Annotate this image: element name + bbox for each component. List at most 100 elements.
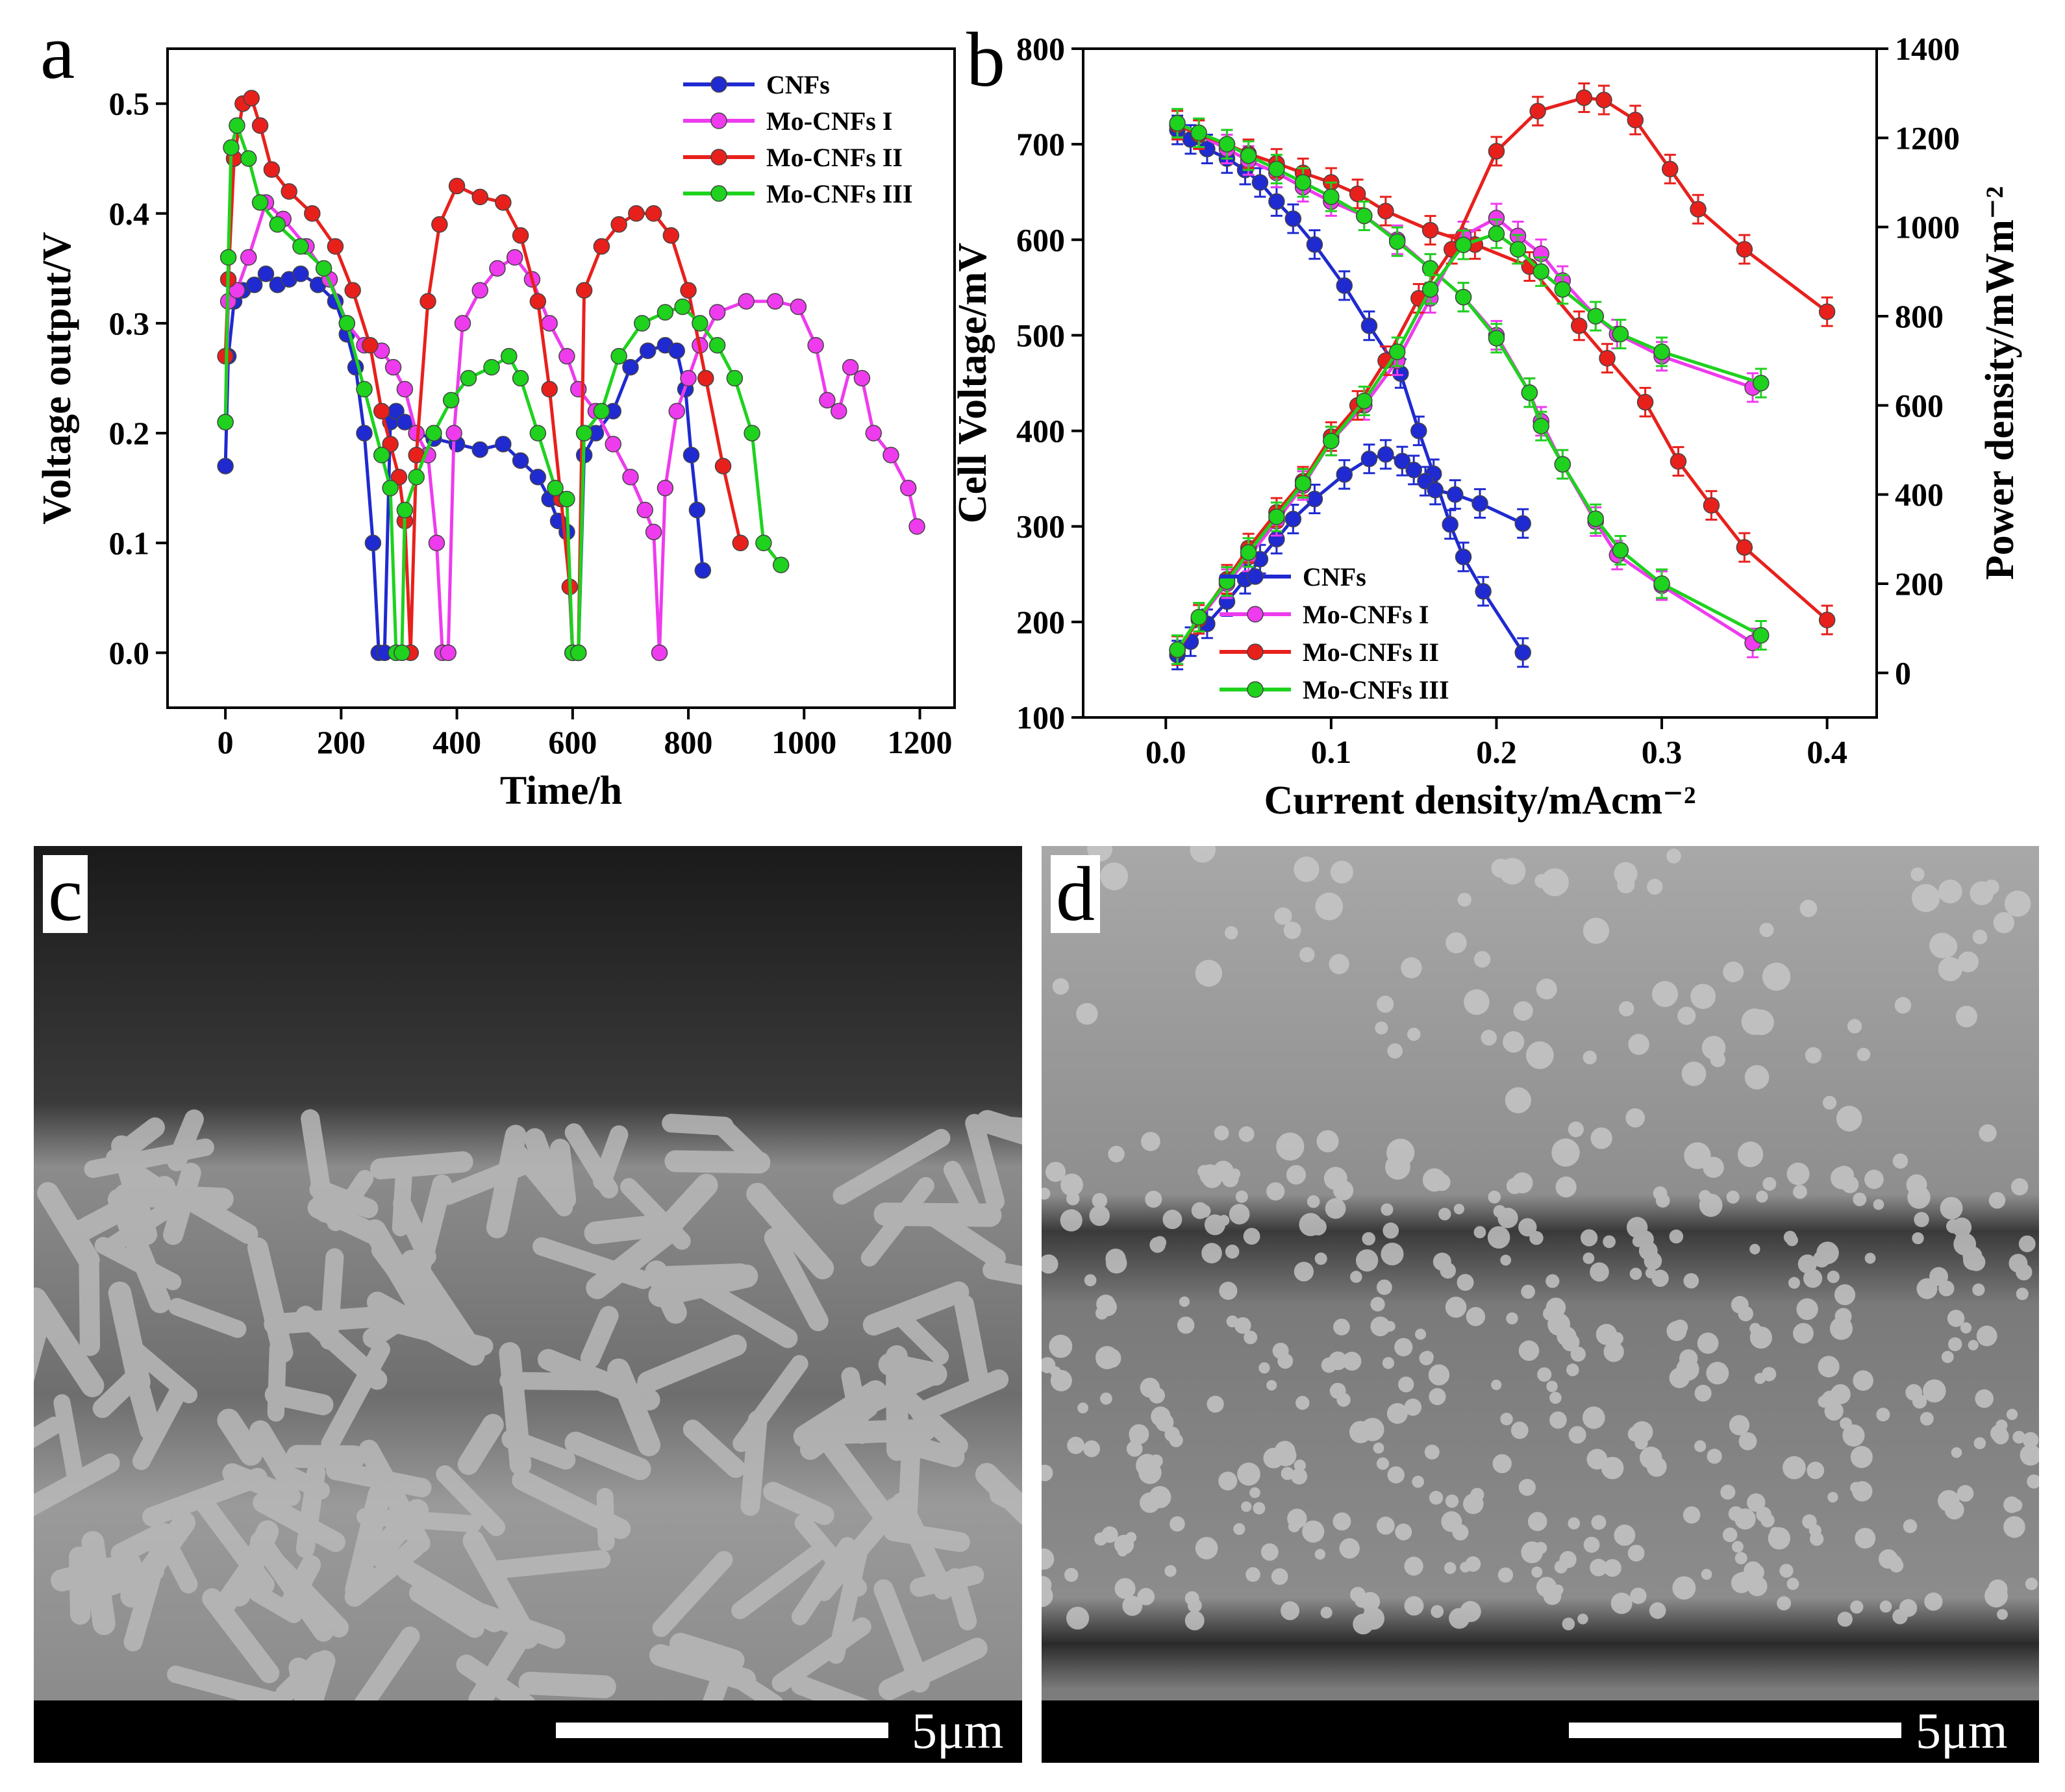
particle: [1737, 1141, 1764, 1167]
bacterium: [814, 1497, 905, 1602]
particle: [1810, 1532, 1824, 1546]
data-point: [558, 347, 575, 365]
legend-item-mo-cnfs-i: Mo-CNFs I: [1220, 600, 1429, 629]
particle: [1212, 1160, 1234, 1182]
data-point: [382, 479, 399, 497]
particle: [1534, 874, 1549, 888]
particle: [1603, 1559, 1621, 1577]
particle: [1049, 1334, 1073, 1358]
legend-marker: [1247, 643, 1264, 660]
particle: [1842, 1424, 1865, 1447]
legend-marker: [1247, 681, 1264, 698]
legend-marker: [710, 112, 727, 129]
scale-bar-d: [1569, 1723, 1901, 1738]
x-tick-label: 0.2: [1476, 734, 1517, 770]
particle: [1546, 1274, 1560, 1288]
particle: [1307, 1195, 1320, 1208]
bacterium: [79, 1255, 101, 1356]
data-point: [217, 414, 234, 430]
bacterium: [53, 1394, 85, 1492]
particle: [1694, 1440, 1707, 1452]
bacterium: [309, 1179, 379, 1219]
y-right-axis-title: Power density/mWm⁻²: [1978, 186, 2022, 580]
bacterium: [110, 1524, 168, 1564]
data-point: [460, 369, 477, 387]
particle: [1655, 1193, 1670, 1208]
particle: [1224, 926, 1238, 940]
y-tick-label: 0.4: [109, 195, 150, 232]
particle: [1734, 1552, 1747, 1565]
particle: [1195, 1537, 1218, 1560]
data-point: [628, 205, 645, 222]
particle: [1179, 1296, 1190, 1307]
particle: [1777, 1596, 1792, 1611]
data-point: [373, 447, 390, 464]
data-point: [639, 342, 657, 359]
data-point: [569, 644, 587, 662]
particle: [1850, 1446, 1873, 1469]
data-point: [471, 188, 488, 206]
particle: [1401, 957, 1422, 978]
bacterium: [286, 1445, 366, 1469]
particle: [1195, 960, 1223, 987]
series-mo-cnfs-ii: [217, 90, 749, 662]
data-point: [645, 523, 662, 541]
data-point: [790, 298, 807, 316]
particle: [1938, 1489, 1960, 1512]
bacterium: [732, 1354, 808, 1452]
bacterium: [247, 1237, 294, 1363]
data-point: [269, 216, 286, 233]
particle: [1864, 1169, 1884, 1189]
data-point: [1388, 233, 1406, 250]
particle: [1878, 1549, 1898, 1569]
particle: [1452, 1524, 1469, 1541]
particle: [1603, 1341, 1624, 1362]
bacterium: [108, 1281, 151, 1394]
particle: [1960, 1322, 1972, 1334]
particle: [1235, 1190, 1248, 1203]
data-point: [442, 392, 460, 409]
data-point: [382, 436, 399, 453]
data-point: [1533, 263, 1549, 280]
bacterium: [982, 1260, 1022, 1286]
data-point: [1596, 92, 1612, 108]
data-point: [495, 194, 512, 211]
bacterium: [662, 1114, 734, 1136]
particle: [1421, 1350, 1434, 1363]
particle: [1518, 1218, 1537, 1237]
legend-label: Mo-CNFs I: [766, 106, 892, 136]
particle: [1187, 1598, 1202, 1613]
data-point: [257, 266, 275, 282]
particle: [1433, 1252, 1451, 1271]
particle: [1672, 1319, 1688, 1336]
particle: [1990, 1425, 2008, 1442]
particle: [2003, 1515, 2025, 1538]
particle: [1829, 1317, 1853, 1340]
scale-bar-strip-c: 5μm: [34, 1700, 1022, 1763]
particle: [1042, 1464, 1053, 1482]
particle: [1276, 1132, 1305, 1161]
particle: [1910, 867, 1925, 882]
particle: [1428, 1364, 1450, 1386]
particle: [1487, 1226, 1510, 1249]
data-point: [680, 369, 697, 387]
bacterium: [910, 1369, 1009, 1423]
particle: [1968, 1339, 1979, 1350]
data-point: [1336, 277, 1353, 294]
data-point: [217, 458, 234, 475]
legend-marker: [710, 149, 727, 166]
data-point: [899, 479, 917, 497]
particle: [1457, 893, 1471, 907]
particle: [1876, 1408, 1890, 1422]
particle: [1803, 1269, 1823, 1288]
particle: [1762, 962, 1791, 991]
data-point: [408, 469, 425, 486]
particle: [1906, 1174, 1927, 1195]
data-point: [315, 260, 332, 277]
data-point: [708, 337, 726, 354]
particle: [1979, 1124, 1997, 1142]
particle: [1922, 1379, 1946, 1403]
bacterium: [652, 1263, 752, 1289]
data-point: [1571, 317, 1588, 334]
x-tick-label: 200: [317, 724, 366, 760]
